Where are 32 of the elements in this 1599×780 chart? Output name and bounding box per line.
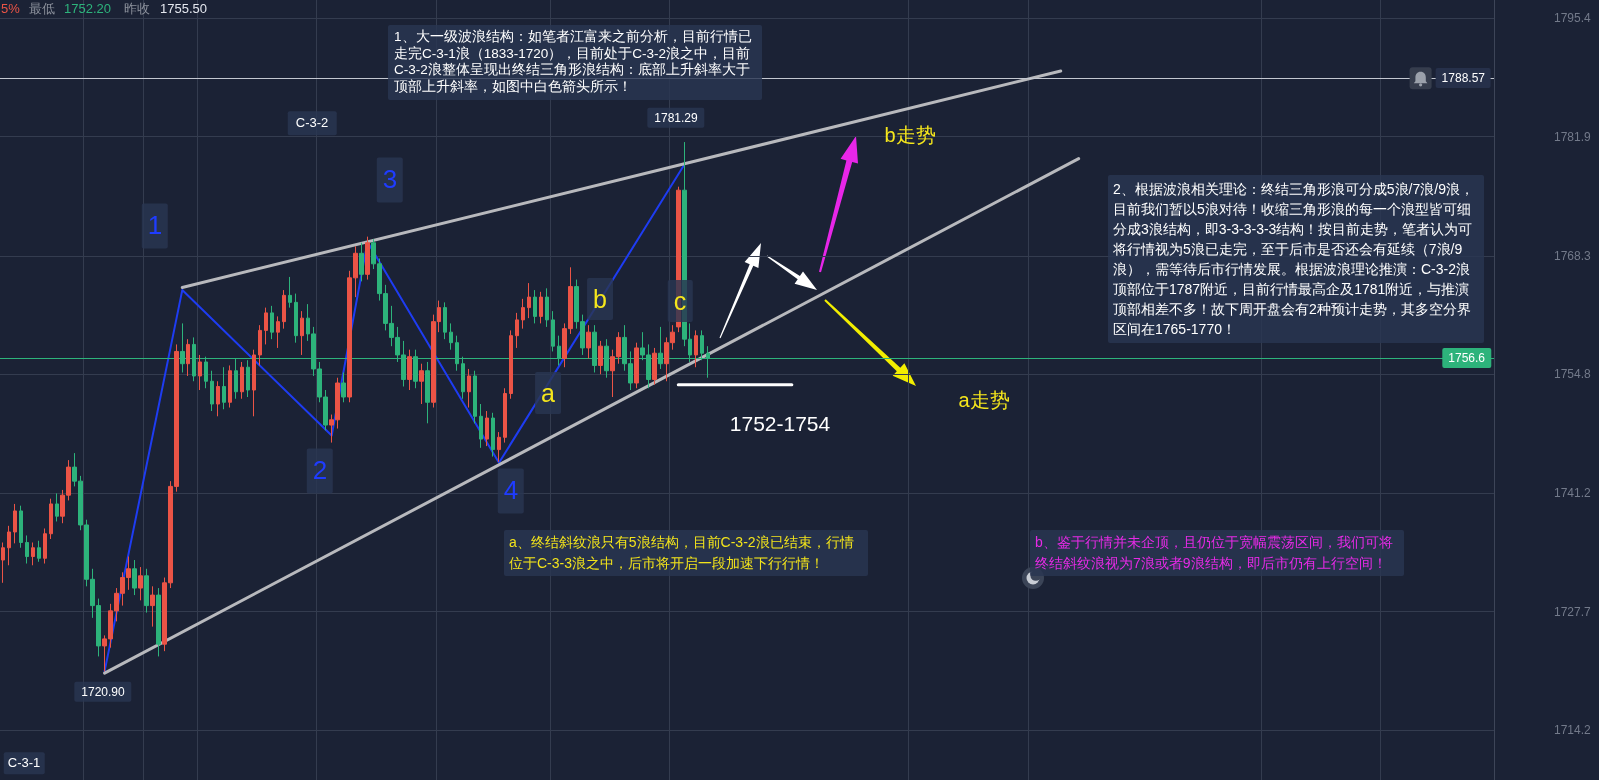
annotation: 2: [306, 448, 334, 494]
annotation: 1、大一级波浪结构：如笔者江富来之前分析，目前行情已走完C-3-1浪（1833-1720），目前处于C-3-2浪之中，目前C-3-2浪整体呈现出终结三角形浪结构：底部上升斜率大于顶部上升斜率，如图中白色箭头所示！: [388, 25, 762, 100]
annotation: 昨收: [124, 1, 150, 17]
y-tick-label: 1754.8: [1554, 367, 1592, 382]
y-tick-label: 1768.3: [1554, 248, 1592, 263]
y-tick-label: 1741.2: [1554, 486, 1592, 501]
annotation: 2、根据波浪相关理论：终结三角形浪可分成5浪/7浪/9浪，目前我们暂以5浪对待！收缩三角形浪的每一个浪型皆可细分成3浪结构，即3-3-3-3-3结构！按目前走势，笔者认为可将行情视为5浪已走完，至于后市是否还会有延续（7浪/9浪），需等待后市行情发展。根据波浪理论推演：C-3-2浪顶部位于1787附近，目前行情最高企及1781附近，与推演顶部相差不多！故下周开盘会有2种预计走势，其多空分界区间在1765-1770！: [1108, 175, 1484, 343]
y-tick-label: 1714.2: [1554, 723, 1592, 738]
annotation: b走势: [884, 123, 936, 147]
annotation: a: [535, 372, 561, 414]
annotation: 最低: [29, 1, 55, 17]
annotation: 5%: [1, 1, 20, 17]
annotation: 1752.20: [64, 1, 111, 17]
annotation: 1755.50: [160, 1, 207, 17]
y-tick-label: 1727.7: [1554, 604, 1592, 619]
annotation: b、鉴于行情并未企顶，且仍位于宽幅震荡区间，我们可将终结斜纹浪视为7浪或者9浪结构，即后市仍有上行空间！: [1030, 530, 1404, 576]
y-tick-label: 1795.4: [1554, 11, 1592, 26]
annotation: 1: [141, 203, 169, 249]
annotation: c: [667, 280, 693, 322]
annotation: b: [587, 278, 613, 320]
annotation: a走势: [958, 388, 1010, 412]
annotation: a、终结斜纹浪只有5浪结构，目前C-3-2浪已结束，行情位于C-3-3浪之中，后市将开启一段加速下行行情！: [504, 530, 868, 576]
ref-line-label: 1788.57: [1435, 68, 1491, 89]
annotation: 1720.90: [74, 681, 132, 703]
annotation: 1752-1754: [729, 411, 831, 437]
ref-line-label: 1756.6: [1442, 348, 1491, 369]
annotation: C-3-2: [287, 111, 337, 135]
annotation: C-3-1: [3, 752, 45, 774]
y-tick-label: 1781.9: [1554, 129, 1592, 144]
annotation: 3: [376, 157, 404, 203]
annotation: 4: [497, 468, 525, 514]
annotation: 1781.29: [647, 107, 705, 129]
